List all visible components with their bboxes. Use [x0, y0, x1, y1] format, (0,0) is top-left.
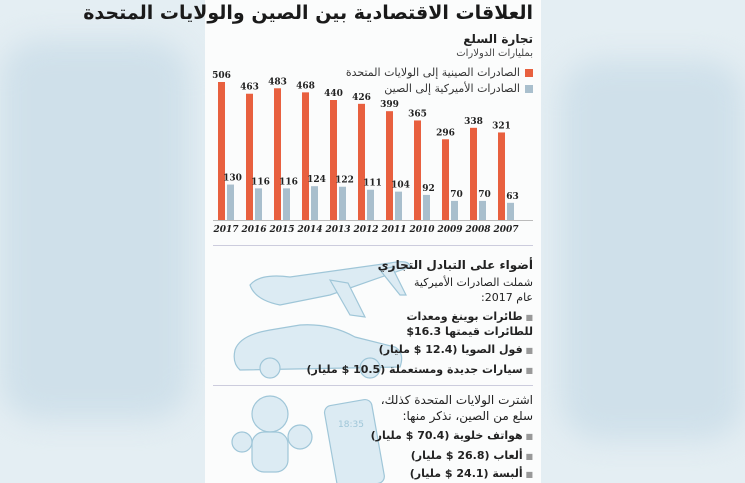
- legend-us: الصادرات الأميركية إلى الصين: [384, 82, 533, 95]
- infographic-panel: العلاقات الاقتصادية بين الصين والولايات …: [83, 0, 541, 483]
- bar-china-exports: [498, 132, 505, 220]
- bar-china-exports: [386, 111, 393, 220]
- bar-us-exports: [507, 202, 514, 220]
- bar-us-exports: [283, 188, 290, 220]
- bar-china-exports: [218, 82, 225, 220]
- bar-china-exports: [470, 127, 477, 220]
- bar-china-exports: [414, 120, 421, 220]
- bar-china-exports: [274, 88, 281, 220]
- bar-us-exports: [367, 189, 374, 220]
- bar-us-exports: [227, 184, 234, 220]
- toy-monkey-icon: [231, 395, 313, 473]
- chart-subtitle: بمليارات الدولارات: [456, 48, 533, 59]
- x-tick-label: 2011: [380, 225, 406, 235]
- highlights-heading: أضواء على التبادل التجاري: [377, 258, 533, 272]
- highlight-item: فول الصويا (12.4 $ مليار): [379, 343, 533, 356]
- bar-china-exports: [442, 139, 449, 220]
- import-item: هواتف خلوية (70.4 $ مليار): [371, 429, 533, 442]
- bar-us-exports: [339, 186, 346, 220]
- highlight-item-cont: للطائرات قيمتها 16.3$: [406, 325, 533, 338]
- background-blur-right: [560, 60, 745, 440]
- phone-time: 18:35: [338, 420, 364, 430]
- import-item: ألعاب (26.8 $ مليار): [411, 449, 533, 462]
- data-label: 365: [408, 109, 427, 119]
- data-label: 122: [335, 176, 354, 186]
- data-label: 63: [506, 192, 519, 202]
- x-tick-label: 2007: [492, 225, 519, 235]
- bar-us-exports: [451, 200, 458, 220]
- x-tick-label: 2008: [464, 225, 491, 235]
- bar-china-exports: [302, 92, 309, 220]
- bar-us-exports: [255, 188, 262, 220]
- x-tick-label: 2009: [436, 225, 463, 235]
- airplane-icon: [249, 261, 411, 318]
- bar-us-exports: [423, 194, 430, 220]
- airplane-car-illustration: [233, 261, 411, 379]
- highlight-item: طائرات بوينغ ومعدات: [407, 310, 534, 323]
- data-label: 321: [492, 121, 511, 131]
- data-label: 296: [436, 128, 455, 138]
- divider: [213, 385, 533, 386]
- bar-us-exports: [395, 191, 402, 220]
- data-label: 116: [251, 177, 270, 187]
- data-label: 338: [464, 117, 483, 127]
- x-tick-label: 2010: [408, 225, 435, 235]
- data-label: 111: [363, 179, 382, 189]
- data-label: 116: [279, 177, 298, 187]
- import-item: ألبسة (24.1 $ مليار): [410, 467, 533, 480]
- data-label: 483: [268, 77, 287, 87]
- data-label: 426: [352, 93, 371, 103]
- data-label: 124: [307, 175, 326, 185]
- data-label: 70: [450, 190, 463, 200]
- highlights-intro: شملت الصادرات الأميركية: [414, 276, 533, 289]
- x-tick-label: 2016: [240, 225, 267, 235]
- bar-china-exports: [330, 100, 337, 220]
- data-label: 104: [391, 181, 410, 191]
- bar-us-exports: [479, 200, 486, 220]
- page-title: العلاقات الاقتصادية بين الصين والولايات …: [83, 2, 533, 24]
- bar-china-exports: [358, 103, 365, 220]
- x-tick-label: 2013: [324, 225, 350, 235]
- data-label: 468: [296, 81, 315, 91]
- data-label: 92: [422, 184, 435, 194]
- x-tick-label: 2014: [296, 225, 322, 235]
- data-label: 70: [478, 190, 491, 200]
- legend-swatch-china: [525, 68, 533, 77]
- x-tick-label: 2017: [212, 225, 239, 235]
- bar-chart: 506 130 2017 463 116 2016 483 116 2015 468 124 2014…: [212, 71, 533, 235]
- x-tick-label: 2012: [352, 225, 378, 235]
- toy-phone-illustration: 18:35: [231, 395, 385, 483]
- legend-china: الصادرات الصينية إلى الولايات المتحدة: [346, 66, 533, 79]
- data-label: 130: [223, 174, 242, 184]
- legend-label: الصادرات الصينية إلى الولايات المتحدة: [345, 66, 520, 79]
- x-tick-label: 2015: [268, 225, 294, 235]
- highlight-item: سيارات جديدة ومستعملة (10.5 $ مليار): [306, 363, 533, 376]
- highlights-intro-year: عام 2017:: [481, 291, 533, 304]
- legend-swatch-us: [525, 84, 533, 93]
- data-label: 399: [380, 100, 399, 110]
- bar-china-exports: [246, 93, 253, 220]
- chart-title: تجارة السلع: [463, 32, 533, 46]
- imports-intro-2: سلع من الصين، نذكر منها:: [402, 409, 533, 423]
- divider: [213, 245, 533, 246]
- imports-intro: اشترت الولايات المتحدة كذلك،: [380, 393, 533, 407]
- data-label: 506: [212, 71, 231, 81]
- legend-label: الصادرات الأميركية إلى الصين: [384, 82, 520, 95]
- data-label: 440: [324, 89, 343, 99]
- data-label: 463: [240, 83, 259, 93]
- bar-us-exports: [311, 186, 318, 220]
- background-blur-left: [0, 40, 190, 420]
